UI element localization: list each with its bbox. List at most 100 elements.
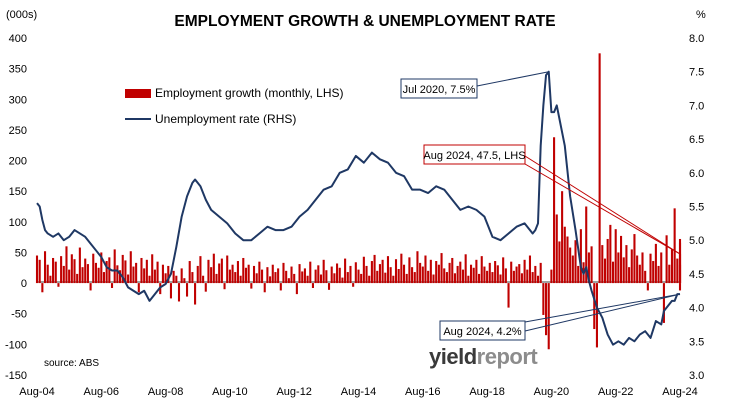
employment-growth-bar [172, 270, 175, 284]
employment-growth-bar [429, 259, 432, 284]
employment-growth-bar [244, 267, 248, 284]
employment-growth-bar [360, 273, 363, 284]
employment-growth-bar [346, 272, 349, 284]
employment-growth-bar [630, 249, 633, 284]
employment-growth-bar [601, 245, 604, 284]
employment-growth-bar [212, 253, 215, 284]
employment-growth-bar [145, 259, 148, 284]
employment-growth-bar [338, 267, 341, 284]
right-axis-tick-label: 7.0 [689, 100, 704, 112]
employment-growth-bar [140, 257, 143, 284]
employment-growth-bar [100, 252, 103, 284]
employment-growth-bar [459, 261, 462, 284]
employment-growth-bar [65, 246, 68, 284]
employment-growth-bar [161, 264, 164, 284]
x-axis-tick-label: Aug-12 [276, 386, 311, 398]
employment-growth-bar [678, 253, 682, 284]
employment-growth-bar [57, 283, 60, 287]
employment-growth-bar [207, 259, 210, 284]
employment-growth-bar [303, 268, 306, 284]
employment-growth-bar [263, 283, 266, 293]
employment-growth-bar [542, 283, 545, 315]
employment-growth-bar [448, 262, 451, 284]
employment-growth-bar [220, 258, 223, 284]
source-note: source: ABS [44, 358, 99, 369]
employment-growth-bar [132, 266, 135, 284]
employment-growth-bar [577, 265, 580, 284]
employment-growth-bar [593, 283, 596, 330]
employment-growth-bar [86, 264, 89, 284]
legend-label-employment: Employment growth (monthly, LHS) [155, 86, 344, 100]
employment-growth-bar [368, 275, 371, 284]
employment-growth-bar [668, 264, 671, 284]
x-axis-tick-label: Aug-22 [598, 386, 633, 398]
employment-growth-bar [121, 254, 124, 284]
left-axis-tick-label: 0 [21, 278, 27, 290]
employment-growth-bar [204, 283, 207, 292]
employment-growth-bar [250, 283, 253, 289]
employment-growth-bar [673, 208, 676, 284]
employment-growth-bar [94, 262, 97, 284]
employment-growth-bar [76, 273, 79, 284]
employment-growth-bar [587, 252, 590, 284]
employment-growth-bar [236, 261, 239, 284]
employment-growth-bar [301, 271, 304, 284]
employment-growth-bar [392, 275, 395, 284]
annotation-unemployment-leader [524, 293, 681, 323]
employment-growth-bar [400, 253, 403, 284]
employment-growth-bar [654, 243, 657, 284]
employment-growth-bar [628, 267, 631, 284]
employment-growth-bar [440, 253, 443, 284]
right-axis-tick-label: 5.0 [689, 235, 704, 247]
employment-growth-bar [247, 264, 250, 284]
employment-growth-bar [437, 264, 440, 284]
legend-label-unemployment: Unemployment rate (RHS) [155, 112, 296, 126]
employment-growth-bar [167, 265, 170, 284]
employment-growth-bar [258, 261, 261, 284]
annotation-peak-unemployment: Jul 2020, 7.5% [400, 71, 549, 99]
employment-growth-bar [625, 245, 628, 284]
employment-growth-bar [46, 264, 49, 284]
employment-growth-bar [644, 270, 647, 284]
right-axis-tick-label: 5.5 [689, 202, 704, 214]
employment-growth-bar [504, 268, 507, 284]
employment-growth-bar [290, 266, 293, 284]
employment-growth-bar [357, 269, 360, 284]
employment-growth-bar [333, 273, 336, 284]
employment-growth-bar [52, 257, 55, 284]
employment-growth-bar [419, 262, 422, 284]
employment-growth-bar [638, 264, 641, 284]
x-axis-tick-label: Aug-06 [84, 386, 119, 398]
employment-growth-bar [92, 253, 95, 284]
employment-growth-bar [317, 265, 320, 284]
annotation-peak-box [400, 78, 478, 99]
employment-growth-bar [70, 254, 73, 284]
x-axis-tick-label: Aug-16 [405, 386, 440, 398]
employment-growth-bar [662, 283, 665, 323]
employment-growth-bar [370, 261, 373, 284]
employment-growth-bar [574, 240, 577, 284]
employment-growth-bar [336, 263, 339, 284]
employment-growth-bar [566, 236, 569, 284]
right-axis-tick-label: 6.0 [689, 168, 704, 180]
employment-growth-bar [319, 274, 323, 284]
employment-growth-bar [218, 263, 221, 284]
annotation-peak-text: Jul 2020, 7.5% [403, 84, 476, 96]
employment-growth-bar [54, 261, 57, 284]
annotation-unemployment-leader-2 [524, 293, 681, 332]
employment-growth-bar [502, 257, 505, 284]
left-axis-tick-label: 350 [9, 64, 27, 76]
employment-growth-bars [35, 53, 682, 350]
employment-growth-bar [352, 283, 355, 287]
annotation-employment-text: Aug 2024, 47.5, LHS [423, 150, 525, 162]
left-axis-tick-label: -150 [5, 370, 27, 382]
employment-growth-bar [129, 251, 132, 284]
employment-growth-bar [547, 283, 550, 350]
employment-growth-bar [397, 269, 400, 284]
employment-growth-bar [228, 269, 231, 284]
employment-growth-bar [35, 255, 39, 284]
employment-growth-bar [62, 265, 65, 284]
employment-growth-bar [595, 283, 598, 348]
employment-growth-bar [646, 283, 649, 291]
